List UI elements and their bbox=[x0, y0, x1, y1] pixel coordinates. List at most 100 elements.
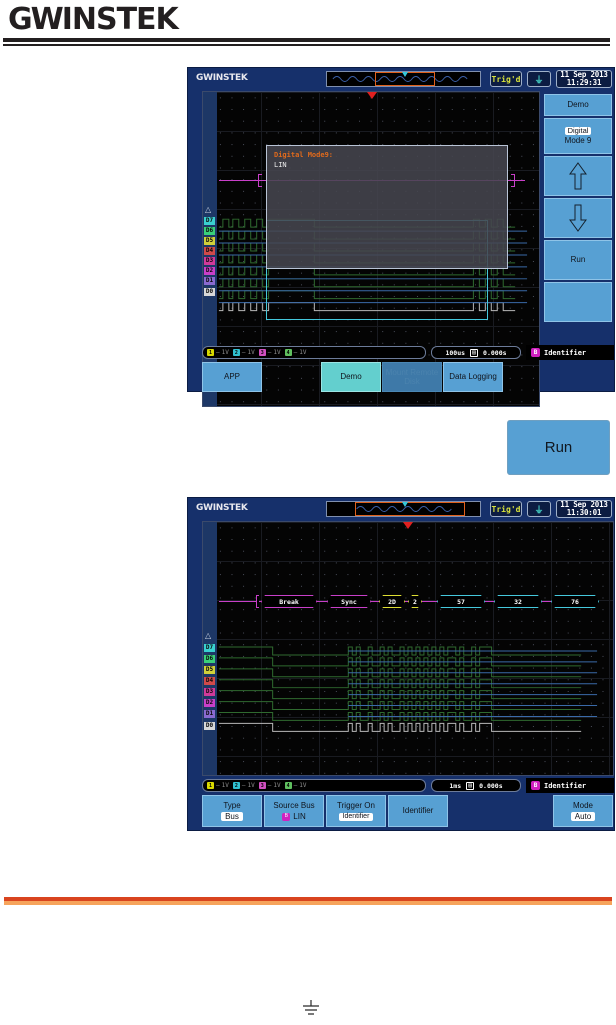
scope2-chan-tag-d1[interactable]: D1 bbox=[204, 710, 215, 718]
scope1-softkey-scroll-up[interactable] bbox=[544, 156, 612, 196]
scope2-status-ch2[interactable]: 2 — 1V bbox=[232, 782, 255, 789]
scope2-ch2-scale: 1V bbox=[247, 782, 255, 789]
bus-packet-data2[interactable]: 32 bbox=[494, 595, 542, 608]
scope1-chan-tag-d1[interactable]: D1 bbox=[204, 277, 215, 285]
ground-symbol bbox=[300, 1000, 322, 1018]
scope2-bottomkey-type-value: Bus bbox=[221, 812, 243, 822]
scope1-ch1-dot: 1 bbox=[207, 349, 214, 356]
scope2-chan-tag-d0[interactable]: D0 bbox=[204, 722, 215, 730]
scope1-bottomkey-app[interactable]: APP bbox=[202, 362, 262, 392]
scope1-trigger-identifier[interactable]: B Identifier bbox=[526, 345, 614, 360]
scope2-acquisition-icon: ⏚ bbox=[527, 501, 551, 517]
scope1-status-ch1[interactable]: 1 — 1V bbox=[207, 349, 229, 356]
scope2-date: 11 Sep 2013 bbox=[560, 500, 608, 510]
scope2-topbar: GWINSTEK Trig'd ⏚ 11 Sep 2013 11:30:01 bbox=[188, 498, 614, 520]
scope2-bottomkey-type[interactable]: Type Bus bbox=[202, 795, 262, 827]
scope1-status-ch3[interactable]: 3 — 1V bbox=[258, 349, 281, 356]
scope1-bus-bracket-right bbox=[511, 174, 515, 187]
scope1-softkey-run[interactable]: Run bbox=[544, 240, 612, 280]
scope1-softkey-digital-mode[interactable]: Digital Mode 9 bbox=[544, 118, 612, 154]
scope1-trigd-badge: Trig'd bbox=[490, 71, 522, 87]
nav-selection-box-2[interactable] bbox=[355, 502, 465, 516]
scope2-chan-tag-d7[interactable]: D7 bbox=[204, 644, 215, 652]
bus-packet-sync-label: Sync bbox=[341, 597, 357, 606]
scope1-topbar: GWINSTEK Trig'd ⏚ 11 Sep 2013 11:29:31 bbox=[188, 68, 614, 90]
scope1-bottomkey-demo[interactable]: Demo bbox=[321, 362, 381, 392]
scope1-ch3-scale: 1V bbox=[273, 349, 281, 356]
scope2-timebase-value: 1ms bbox=[449, 781, 462, 790]
footer-rule-orange bbox=[4, 897, 612, 901]
scope2-plot[interactable]: △ D7 D6 D5 D4 D3 D2 D1 D0 bbox=[202, 521, 614, 776]
scope2-cursor-top-icon: △ bbox=[205, 631, 212, 640]
scope2-chan-tag-d4[interactable]: D4 bbox=[204, 677, 215, 685]
scope1-logo: GWINSTEK bbox=[196, 73, 248, 83]
scope1-acquisition-icon: ⏚ bbox=[527, 71, 551, 87]
scope2-ch4-scale: 1V bbox=[299, 782, 307, 789]
bus-packet-data3[interactable]: 76 bbox=[551, 595, 599, 608]
dialog-body: LIN bbox=[274, 161, 287, 169]
scope2-bus-line bbox=[219, 601, 595, 602]
scope1-bottomkey-mount-remote-disk[interactable]: Mount Remote Disk bbox=[382, 362, 442, 392]
scope1-chan-tag-d7[interactable]: D7 bbox=[204, 217, 215, 225]
scope2-status-ch1[interactable]: 1 — 1V bbox=[207, 782, 229, 789]
scope2-bottomkey-mode[interactable]: Mode Auto bbox=[553, 795, 613, 827]
scope1-delay-value: 0.000s bbox=[483, 348, 507, 357]
bus-packet-data1[interactable]: 57 bbox=[437, 595, 485, 608]
header-rule-thick bbox=[3, 38, 610, 42]
scope2-bus-start-bracket bbox=[256, 595, 259, 608]
scope1-ch4-coupling: — bbox=[293, 349, 298, 356]
scope2-bottomkey-trigger-on[interactable]: Trigger On Identifier bbox=[326, 795, 386, 827]
scope2-trigd-badge: Trig'd bbox=[490, 501, 522, 517]
scope2-time: 11:30:01 bbox=[566, 508, 602, 517]
scope2-ch1-dot: 1 bbox=[207, 782, 214, 789]
timebase-icon: ▤ bbox=[470, 348, 479, 357]
bus-packet-parity[interactable]: 2 bbox=[408, 595, 422, 608]
scope1-timebase-box[interactable]: 100us ▤ 0.000s bbox=[431, 346, 521, 359]
scope1-chan-tag-d2[interactable]: D2 bbox=[204, 267, 215, 275]
run-button-callout[interactable]: Run bbox=[507, 420, 610, 475]
scope1-time: 11:29:31 bbox=[566, 78, 602, 87]
scope2-chan-tag-d2[interactable]: D2 bbox=[204, 699, 215, 707]
scope2-ch2-coupling: — bbox=[241, 782, 246, 789]
nav-waveform-icon bbox=[332, 76, 468, 82]
scope2-bottomkey-source-bus[interactable]: Source Bus B LIN bbox=[264, 795, 324, 827]
scope2-timebase-box[interactable]: 1ms ▤ 0.000s bbox=[431, 779, 521, 792]
scope1-chan-tag-d4[interactable]: D4 bbox=[204, 247, 215, 255]
scope2-chan-tag-d5[interactable]: D5 bbox=[204, 666, 215, 674]
scope2-chan-tag-d6[interactable]: D6 bbox=[204, 655, 215, 663]
scope1-chan-tag-d6[interactable]: D6 bbox=[204, 227, 215, 235]
scope1-softkey-blank[interactable] bbox=[544, 282, 612, 322]
scope1-ch2-coupling: — bbox=[241, 349, 246, 356]
timebase-icon-2: ▤ bbox=[466, 781, 475, 790]
logo-gw: GW bbox=[8, 2, 64, 37]
scope1-softkey-demo[interactable]: Demo bbox=[544, 94, 612, 116]
scope2-bottomkey-identifier[interactable]: Identifier bbox=[388, 795, 448, 827]
scope1-status-ch2[interactable]: 2 — 1V bbox=[232, 349, 255, 356]
nav-center-tick-icon-2 bbox=[402, 502, 408, 507]
bus-packet-sync[interactable]: Sync bbox=[327, 595, 371, 608]
scope2-status-ch4[interactable]: 4 — 1V bbox=[284, 782, 307, 789]
scope1-chan-tag-d5[interactable]: D5 bbox=[204, 237, 215, 245]
scope2-bottomkey-mode-label: Mode bbox=[572, 800, 593, 810]
scope1-chan-tag-d3[interactable]: D3 bbox=[204, 257, 215, 265]
scope2-status-ch3[interactable]: 3 — 1V bbox=[258, 782, 281, 789]
scope1-chan-tag-d0[interactable]: D0 bbox=[204, 288, 215, 296]
scope2-trigger-identifier[interactable]: B Identifier bbox=[526, 778, 614, 793]
scope2-ch1-scale: 1V bbox=[221, 782, 229, 789]
gwinstek-logo: GWINSTEK bbox=[8, 2, 179, 37]
scope2-bottomkey-type-label: Type bbox=[223, 800, 241, 810]
scope2-ch1-coupling: — bbox=[216, 782, 220, 789]
scope1-softkey-digital-label: Digital bbox=[564, 126, 592, 136]
scope1-ch4-dot: 4 bbox=[284, 349, 292, 356]
scope1-softkey-scroll-down[interactable] bbox=[544, 198, 612, 238]
bus-packet-id[interactable]: 2D bbox=[379, 595, 405, 608]
scope2-nav-preview[interactable] bbox=[326, 501, 481, 517]
scope2-ch3-dot: 3 bbox=[258, 782, 266, 789]
scope2-chan-tag-d3[interactable]: D3 bbox=[204, 688, 215, 696]
scope1-bottomkey-data-logging[interactable]: Data Logging bbox=[443, 362, 503, 392]
scope2-ch4-coupling: — bbox=[293, 782, 298, 789]
scope1-status-ch4[interactable]: 4 — 1V bbox=[284, 349, 306, 356]
scope1-plot[interactable]: △ D7 D6 D5 D4 D3 D2 D1 D0 bbox=[202, 91, 540, 407]
scope1-nav-preview[interactable] bbox=[326, 71, 481, 87]
bus-packet-break[interactable]: Break bbox=[261, 595, 317, 608]
